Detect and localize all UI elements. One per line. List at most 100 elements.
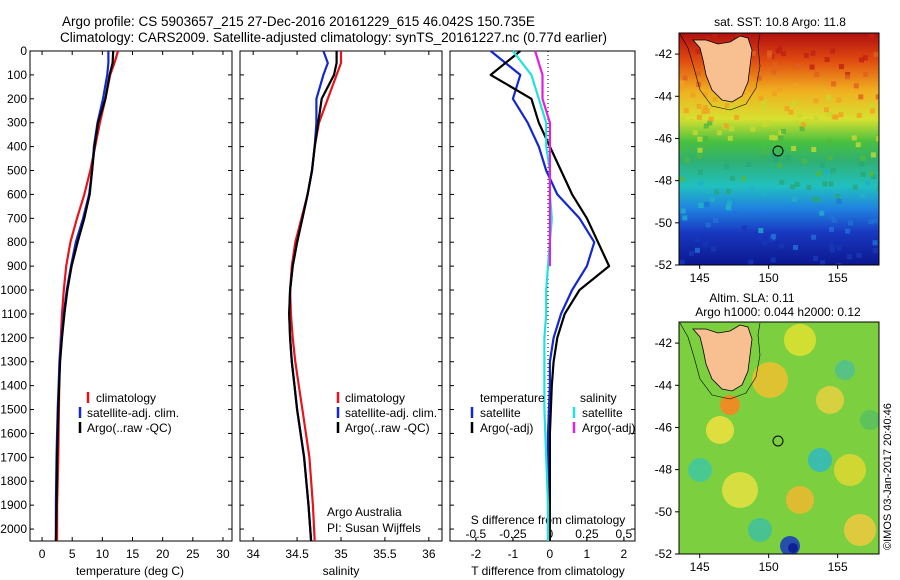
sst-pixel bbox=[872, 218, 878, 224]
sst-pixel bbox=[680, 116, 686, 122]
sst-pixel bbox=[809, 64, 815, 70]
sst-pixel bbox=[777, 86, 783, 92]
sst-pixel bbox=[856, 252, 862, 258]
sst-pixel bbox=[703, 241, 709, 247]
sst-pixel bbox=[830, 48, 836, 54]
argo-float-marker bbox=[772, 145, 784, 157]
salinity-x-axis: 34 34.5 35 35.5 36 bbox=[246, 51, 436, 561]
sst-pixel bbox=[695, 48, 701, 54]
sst-pixel bbox=[805, 119, 811, 124]
temp-tick-label: 20 bbox=[156, 547, 170, 561]
map-lon-label: 145 bbox=[690, 560, 710, 574]
sst-pixel bbox=[713, 217, 718, 223]
sst-pixel bbox=[728, 105, 734, 111]
sal-tick-label: 34.5 bbox=[285, 547, 309, 561]
sst-pixel bbox=[852, 184, 858, 190]
sst-pixel bbox=[858, 94, 864, 100]
sla-field-texture bbox=[688, 324, 879, 554]
sst-pixel bbox=[705, 108, 710, 114]
depth-tick-label: 500 bbox=[7, 164, 27, 178]
sst-pixel bbox=[788, 109, 794, 115]
sla-anomaly-blob bbox=[844, 514, 876, 546]
sst-pixel bbox=[761, 105, 767, 111]
temp-tick-label: 25 bbox=[186, 547, 200, 561]
sst-pixel bbox=[797, 113, 803, 119]
sst-pixel bbox=[836, 198, 842, 204]
sst-pixel bbox=[762, 240, 768, 246]
depth-tick-label: 100 bbox=[7, 68, 27, 82]
sst-pixel bbox=[679, 176, 685, 182]
difference-legend: temperature salinity satellite Argo(-adj… bbox=[470, 391, 635, 435]
depth-tick-label: 2000 bbox=[0, 522, 27, 536]
depth-tick-label: 1100 bbox=[1, 307, 27, 321]
sst-pixel bbox=[683, 108, 689, 114]
depth-tick-label: 900 bbox=[7, 259, 27, 273]
sst-pixel bbox=[682, 215, 688, 221]
sst-pixel bbox=[803, 53, 809, 58]
sla-anomaly-blob bbox=[816, 386, 844, 414]
depth-axis: 0 100 200 300 400 500 600 700 800 900 1000 1100 1200… bbox=[0, 44, 635, 536]
shelf-contour bbox=[679, 33, 761, 111]
sst-pixel bbox=[700, 143, 706, 149]
sst-pixel bbox=[845, 228, 851, 234]
temp-tick-label: 0 bbox=[39, 547, 46, 561]
salinity-note-program: Argo Australia bbox=[327, 505, 402, 519]
sst-pixel bbox=[824, 57, 830, 62]
sst-pixel bbox=[750, 50, 756, 56]
sst-pixel bbox=[772, 135, 778, 141]
sst-pixel bbox=[697, 136, 703, 142]
sst-pixel bbox=[791, 101, 797, 107]
sst-pixel bbox=[698, 169, 703, 175]
sst-pixel bbox=[689, 250, 694, 256]
sst-pixel bbox=[865, 180, 871, 186]
depth-tick-label: 300 bbox=[7, 116, 27, 130]
s-tick-label: 0.5 bbox=[616, 527, 633, 541]
map-lon-label: 150 bbox=[759, 271, 779, 285]
difference-series bbox=[489, 50, 611, 541]
sal-legend-label-satellite: satellite-adj. clim. bbox=[345, 406, 437, 420]
depth-tick-label: 1200 bbox=[0, 331, 27, 345]
sst-pixel bbox=[811, 234, 817, 240]
sst-pixel bbox=[835, 193, 840, 199]
sst-pixel bbox=[684, 157, 690, 163]
sst-pixel bbox=[831, 217, 837, 223]
sst-pixel bbox=[781, 128, 786, 134]
depth-tick-label: 1300 bbox=[0, 355, 27, 369]
depth-tick-label: 700 bbox=[7, 211, 27, 225]
sst-pixel bbox=[705, 222, 711, 228]
sst-pixel bbox=[705, 36, 711, 41]
map-lat-label: -46 bbox=[655, 420, 673, 434]
sst-pixel bbox=[830, 168, 836, 174]
diff-legend-label-sal-argo: Argo(-adj) bbox=[582, 421, 635, 435]
sal-legend-label-argo: Argo(..raw -QC) bbox=[345, 421, 430, 435]
sst-pixel bbox=[860, 172, 866, 177]
sst-pixel bbox=[839, 64, 844, 70]
sst-pixel bbox=[758, 228, 764, 234]
sst-pixel bbox=[703, 123, 709, 129]
map-lat-label: -46 bbox=[655, 131, 673, 145]
sst-pixel bbox=[836, 263, 842, 265]
sst-pixel bbox=[771, 69, 777, 75]
sst-map bbox=[679, 33, 879, 265]
sst-pixel bbox=[848, 220, 853, 226]
sst-pixel bbox=[698, 202, 704, 208]
sal-tick-label: 35 bbox=[334, 547, 348, 561]
sla-anomaly-blob bbox=[786, 486, 814, 514]
sst-pixel bbox=[831, 81, 837, 87]
sst-pixel bbox=[723, 123, 729, 129]
salinity-note-pi: PI: Susan Wijffels bbox=[327, 521, 421, 535]
depth-tick-label: 1600 bbox=[0, 426, 27, 440]
sst-pixel bbox=[847, 254, 853, 260]
sst-pixel bbox=[748, 259, 754, 265]
sst-pixel bbox=[701, 109, 707, 115]
sst-pixel bbox=[712, 96, 718, 102]
sst-pixel bbox=[761, 122, 767, 127]
sst-pixel bbox=[793, 245, 798, 250]
map-lat-label: -52 bbox=[655, 258, 673, 272]
sst-pixel bbox=[801, 158, 807, 164]
sla-map-frame bbox=[678, 321, 880, 555]
sst-pixel bbox=[727, 135, 733, 141]
map-lon-label: 155 bbox=[828, 560, 848, 574]
sst-pixel bbox=[855, 142, 861, 148]
map-lon-label: 150 bbox=[759, 560, 779, 574]
